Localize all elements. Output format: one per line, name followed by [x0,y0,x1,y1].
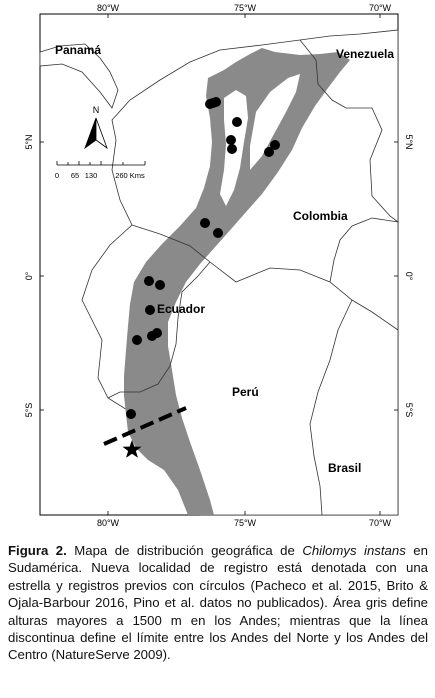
record-point [232,117,242,127]
scale-bar [56,161,146,166]
country-label-colombia: Colombia [293,209,348,223]
record-point [264,147,274,157]
border-colombia-venezuela [299,39,399,223]
lat-tick-right: 5°N [404,134,414,149]
record-point [213,228,223,238]
land-panama [39,43,119,109]
record-point [126,409,136,419]
record-point [226,135,236,145]
country-label-brasil: Brasil [328,461,361,475]
border-colombia-ecuador-peru [131,224,399,331]
lon-tick-top: 70°W [369,3,392,13]
scale-label: 130 [85,171,98,180]
lat-tick-right: 5°S [404,403,414,418]
country-label-ecuador: Ecuador [157,302,205,316]
caption-text-part-2: en Sudamérica. Nueva localidad de regist… [8,543,428,663]
record-point [132,335,142,345]
caption-text-part-1: Mapa de distribución geográfica de [66,543,303,558]
record-point [145,305,155,315]
country-label-venezuela: Venezuela [336,47,394,61]
lon-tick-top: 75°W [234,3,257,13]
lat-tick-left: 5°N [24,134,34,149]
north-arrow: N [84,105,108,150]
record-point [227,144,237,154]
record-point [205,99,215,109]
north-arrow-label: N [93,105,100,115]
lon-tick-top: 80°W [97,3,120,13]
lon-tick-bottom: 80°W [97,518,120,528]
andes-boundary-dashed-line [103,406,187,446]
species-name: Chilomys instans [302,543,406,558]
scale-label: 0 [55,171,59,180]
lat-tick-left: 5°S [24,403,34,418]
scale-label: 260 Kms [115,171,145,180]
lat-tick-left: 0° [24,271,34,280]
lat-tick-right: 0° [404,272,414,281]
scale-label: 65 [71,171,79,180]
north-arrow-right-half [95,117,108,150]
record-point [270,140,280,150]
record-point [155,280,165,290]
border-peru-brasil [309,299,353,516]
distribution-map: 80°W 75°W 70°W 80°W 75°W 70°W 5°N 0° 5°S… [24,3,414,528]
border-colombia-brasil [329,217,399,283]
country-label-peru: Perú [232,385,259,399]
record-point [200,218,210,228]
record-point [147,331,157,341]
country-label-panama: Panamá [55,43,101,57]
map-ticks [40,14,398,515]
lon-tick-bottom: 70°W [369,518,392,528]
record-point [144,276,154,286]
figure-label: Figura 2. [8,543,67,558]
lon-tick-bottom: 75°W [234,518,257,528]
figure-caption: Figura 2. Mapa de distribución geográfic… [8,542,428,664]
previous-records [126,97,280,419]
new-record-star [122,440,142,458]
andes-valley-2 [250,74,300,170]
border-ecuador-peru [107,261,211,399]
